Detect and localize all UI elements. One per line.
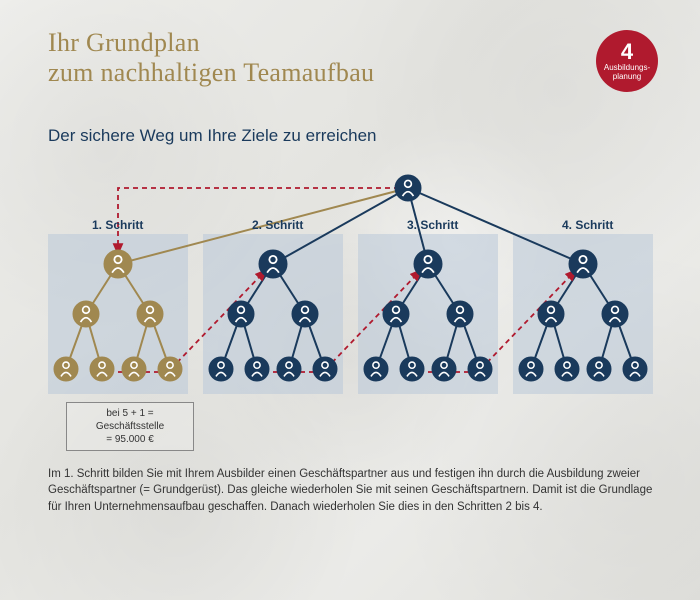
person-icon — [447, 301, 473, 327]
person-icon — [414, 250, 442, 278]
person-icon — [623, 357, 647, 381]
page-title: Ihr Grundplan zum nachhaltigen Teamaufba… — [48, 28, 660, 88]
person-icon — [73, 301, 99, 327]
person-icon — [432, 357, 456, 381]
step-badge: 4 Ausbildungs- planung — [596, 30, 658, 92]
person-icon — [555, 357, 579, 381]
person-icon — [364, 357, 388, 381]
badge-label2: planung — [613, 73, 641, 81]
person-icon — [54, 357, 78, 381]
person-icon — [209, 357, 233, 381]
person-icon — [292, 301, 318, 327]
subtitle: Der sichere Weg um Ihre Ziele zu erreich… — [48, 126, 660, 146]
badge-number: 4 — [621, 41, 633, 63]
person-icon — [400, 357, 424, 381]
person-icon — [395, 175, 421, 201]
step-label-4: 4. Schritt — [562, 218, 613, 232]
step-label-1: 1. Schritt — [92, 218, 143, 232]
person-icon — [383, 301, 409, 327]
person-icon — [158, 357, 182, 381]
footer-paragraph: Im 1. Schritt bilden Sie mit Ihrem Ausbi… — [48, 466, 660, 516]
person-icon — [587, 357, 611, 381]
person-icon — [468, 357, 492, 381]
step-label-3: 3. Schritt — [407, 218, 458, 232]
person-icon — [137, 301, 163, 327]
person-icon — [313, 357, 337, 381]
person-icon — [228, 301, 254, 327]
person-icon — [259, 250, 287, 278]
title-line2: zum nachhaltigen Teamaufbau — [48, 58, 374, 87]
person-icon — [569, 250, 597, 278]
person-icon — [519, 357, 543, 381]
title-line1: Ihr Grundplan — [48, 28, 200, 57]
person-icon — [104, 250, 132, 278]
person-icon — [602, 301, 628, 327]
note-line2: = 95.000 € — [106, 434, 154, 445]
content-area: Ihr Grundplan zum nachhaltigen Teamaufba… — [0, 0, 700, 536]
income-note: bei 5 + 1 = Geschäftsstelle = 95.000 € — [66, 402, 194, 451]
person-icon — [122, 357, 146, 381]
tree-diagram: 1. Schritt 2. Schritt 3. Schritt 4. Schritt… — [48, 174, 660, 444]
person-icon — [538, 301, 564, 327]
person-icon — [90, 357, 114, 381]
person-icon — [277, 357, 301, 381]
person-icon — [245, 357, 269, 381]
badge-label1: Ausbildungs- — [604, 64, 650, 72]
step-label-2: 2. Schritt — [252, 218, 303, 232]
note-line1: bei 5 + 1 = Geschäftsstelle — [96, 408, 164, 432]
